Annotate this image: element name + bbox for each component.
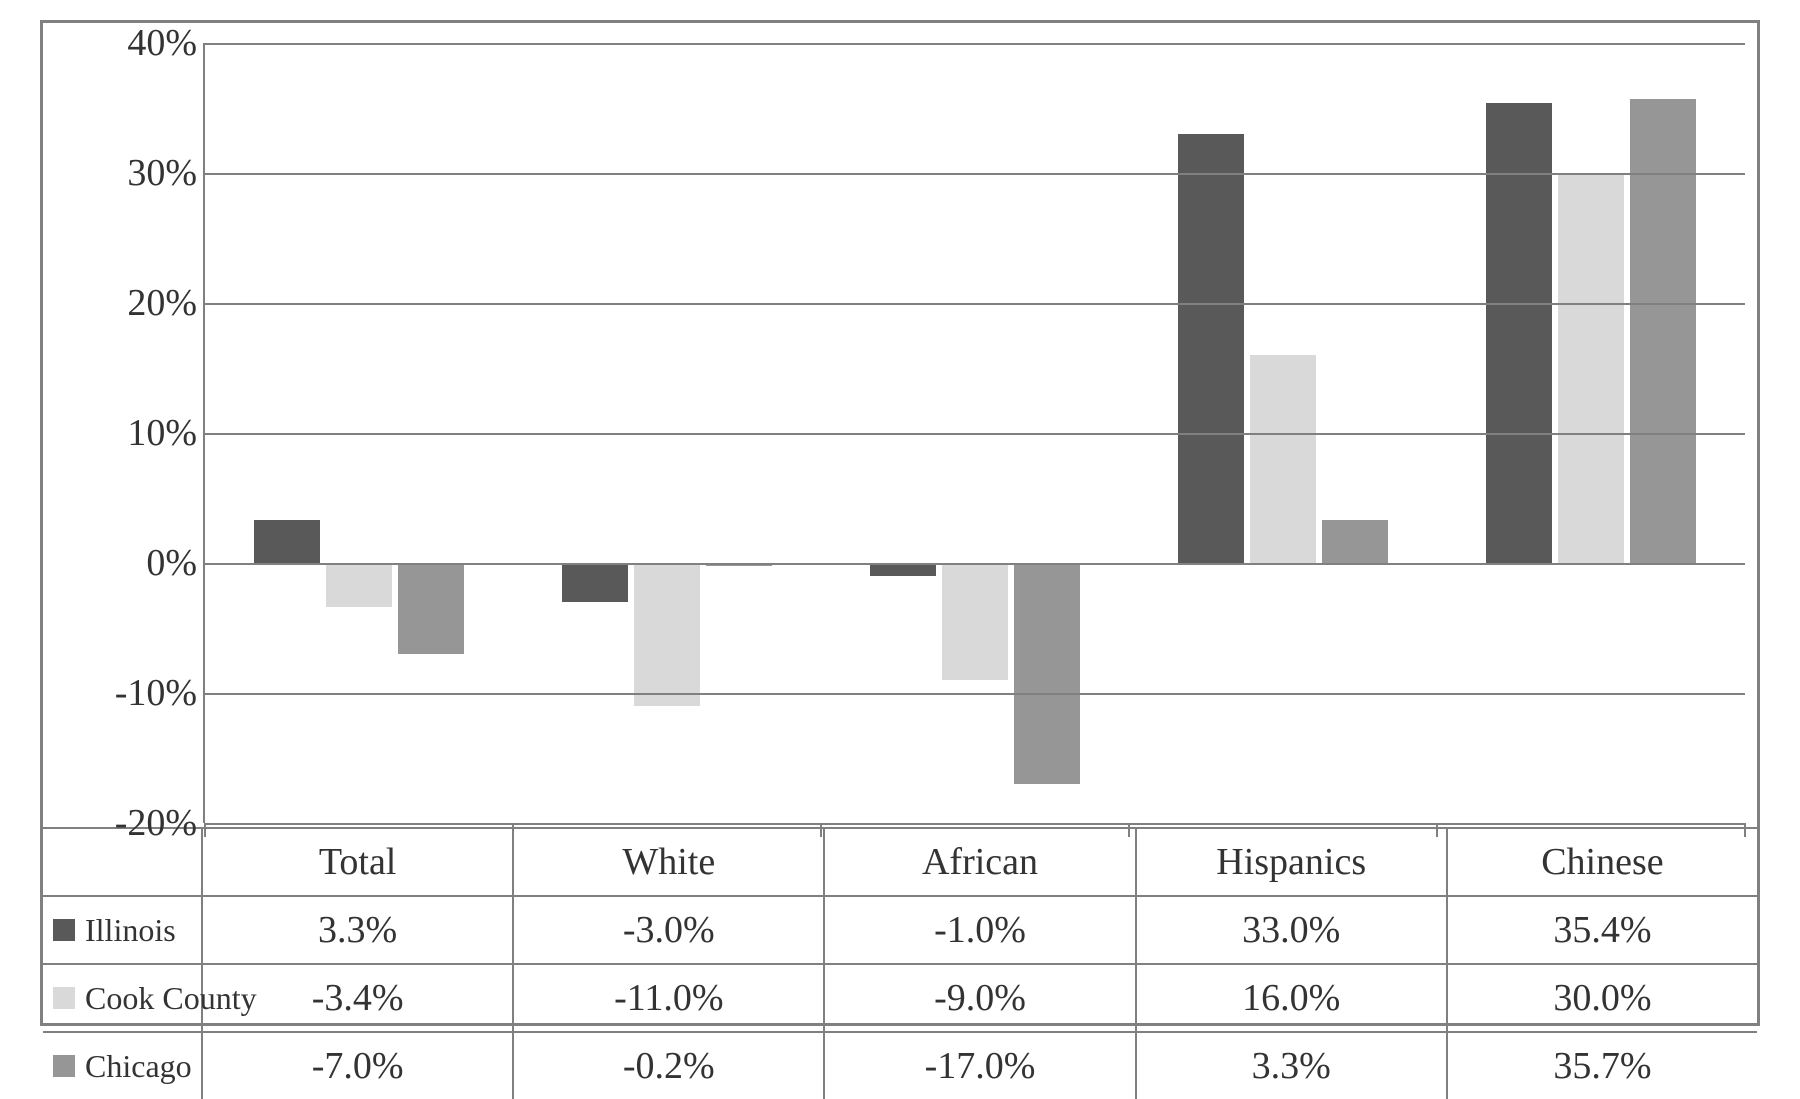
plot-area [203,43,1745,823]
bar [398,563,464,654]
y-tick-label: 30% [57,151,197,195]
bar [562,563,628,602]
bar [634,563,700,706]
table-cell: -9.0% [825,965,1136,1031]
legend-label: Chicago [85,1048,192,1085]
gridline [205,693,1745,695]
bar [1630,99,1696,563]
bar [1486,103,1552,563]
legend-swatch-icon [53,1055,75,1077]
legend-cell-chicago: Chicago [43,1033,203,1099]
table-col-header: Total [203,829,514,895]
table-cell: -11.0% [514,965,825,1031]
y-tick-label: 20% [57,281,197,325]
table-cell: 30.0% [1448,965,1757,1031]
legend-cell-cook-county: Cook County [43,965,203,1031]
table-col-header: White [514,829,825,895]
bar [1250,355,1316,563]
table-cell: -0.2% [514,1033,825,1099]
gridline [205,563,1745,565]
table-row: Chicago -7.0% -0.2% -17.0% 3.3% 35.7% [43,1033,1757,1099]
y-tick-label: 0% [57,541,197,585]
bar [254,520,320,563]
bar [1178,134,1244,563]
data-table: Total White African Hispanics Chinese Il… [43,827,1757,1099]
gridline [205,433,1745,435]
legend-label: Illinois [85,912,176,949]
table-cell: -3.4% [203,965,514,1031]
table-cell: 3.3% [1137,1033,1448,1099]
table-cell: -7.0% [203,1033,514,1099]
table-col-header: African [825,829,1136,895]
chart-container: Total White African Hispanics Chinese Il… [40,20,1760,1026]
table-cell: 33.0% [1137,897,1448,963]
table-col-header: Hispanics [1137,829,1448,895]
bar [1322,520,1388,563]
table-row: Illinois 3.3% -3.0% -1.0% 33.0% 35.4% [43,897,1757,965]
bar [326,563,392,607]
bar [1558,173,1624,563]
legend-cell-illinois: Illinois [43,897,203,963]
y-tick-label: 40% [57,21,197,65]
bar [1014,563,1080,784]
y-tick-label: -20% [57,801,197,845]
gridline [205,823,1745,825]
table-cell: -17.0% [825,1033,1136,1099]
table-cell: 3.3% [203,897,514,963]
table-col-header: Chinese [1448,829,1757,895]
y-tick-label: -10% [57,671,197,715]
legend-swatch-icon [53,919,75,941]
gridline [205,303,1745,305]
table-cell: 35.7% [1448,1033,1757,1099]
y-tick-label: 10% [57,411,197,455]
table-cell: 35.4% [1448,897,1757,963]
table-cell: -1.0% [825,897,1136,963]
legend-swatch-icon [53,987,75,1009]
gridline [205,43,1745,45]
table-header-row: Total White African Hispanics Chinese [43,829,1757,897]
bar [942,563,1008,680]
gridline [205,173,1745,175]
table-cell: -3.0% [514,897,825,963]
table-cell: 16.0% [1137,965,1448,1031]
table-row: Cook County -3.4% -11.0% -9.0% 16.0% 30.… [43,965,1757,1033]
